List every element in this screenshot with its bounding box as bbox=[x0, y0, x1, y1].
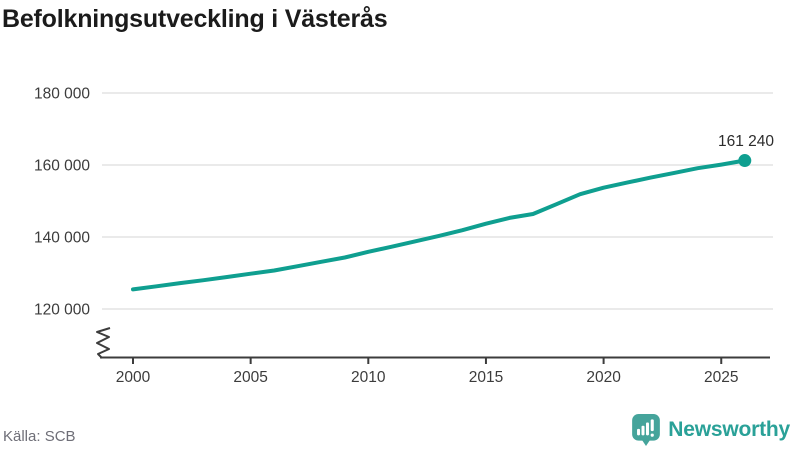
page-title: Befolkningsutveckling i Västerås bbox=[2, 5, 388, 33]
last-point-marker bbox=[738, 154, 752, 168]
y-axis-tick-label: 180 000 bbox=[34, 86, 90, 103]
source-note: Källa: SCB bbox=[3, 428, 76, 445]
x-axis-tick-label: 2015 bbox=[469, 369, 503, 386]
population-series-line bbox=[131, 158, 747, 292]
last-point-value-label: 161 240 bbox=[718, 133, 774, 150]
x-axis-tick-label: 2005 bbox=[233, 369, 267, 386]
x-axis-tick-label: 2025 bbox=[704, 369, 738, 386]
brand-name: Newsworthy bbox=[668, 418, 790, 441]
newsworthy-logo: Newsworthy bbox=[632, 414, 790, 446]
bar-chart-exclamation-bubble-icon bbox=[632, 414, 661, 446]
y-axis-tick-label: 120 000 bbox=[34, 302, 90, 319]
y-axis-tick-label: 160 000 bbox=[34, 158, 90, 175]
x-axis-tick-label: 2020 bbox=[586, 369, 621, 386]
x-axis-tick-label: 2010 bbox=[351, 369, 386, 386]
axis-break-icon bbox=[96, 327, 111, 359]
y-axis-tick-label: 140 000 bbox=[34, 230, 90, 247]
x-axis-tick-label: 2000 bbox=[116, 369, 151, 386]
